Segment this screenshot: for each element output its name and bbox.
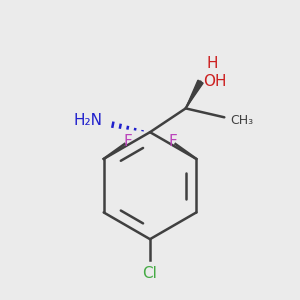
Text: CH₃: CH₃	[230, 114, 254, 127]
Text: OH: OH	[203, 74, 227, 89]
Polygon shape	[186, 80, 203, 108]
Text: F: F	[123, 134, 132, 148]
Text: F: F	[168, 134, 177, 148]
Text: Cl: Cl	[142, 266, 158, 281]
Text: H₂N: H₂N	[74, 113, 102, 128]
Text: H: H	[207, 56, 218, 71]
